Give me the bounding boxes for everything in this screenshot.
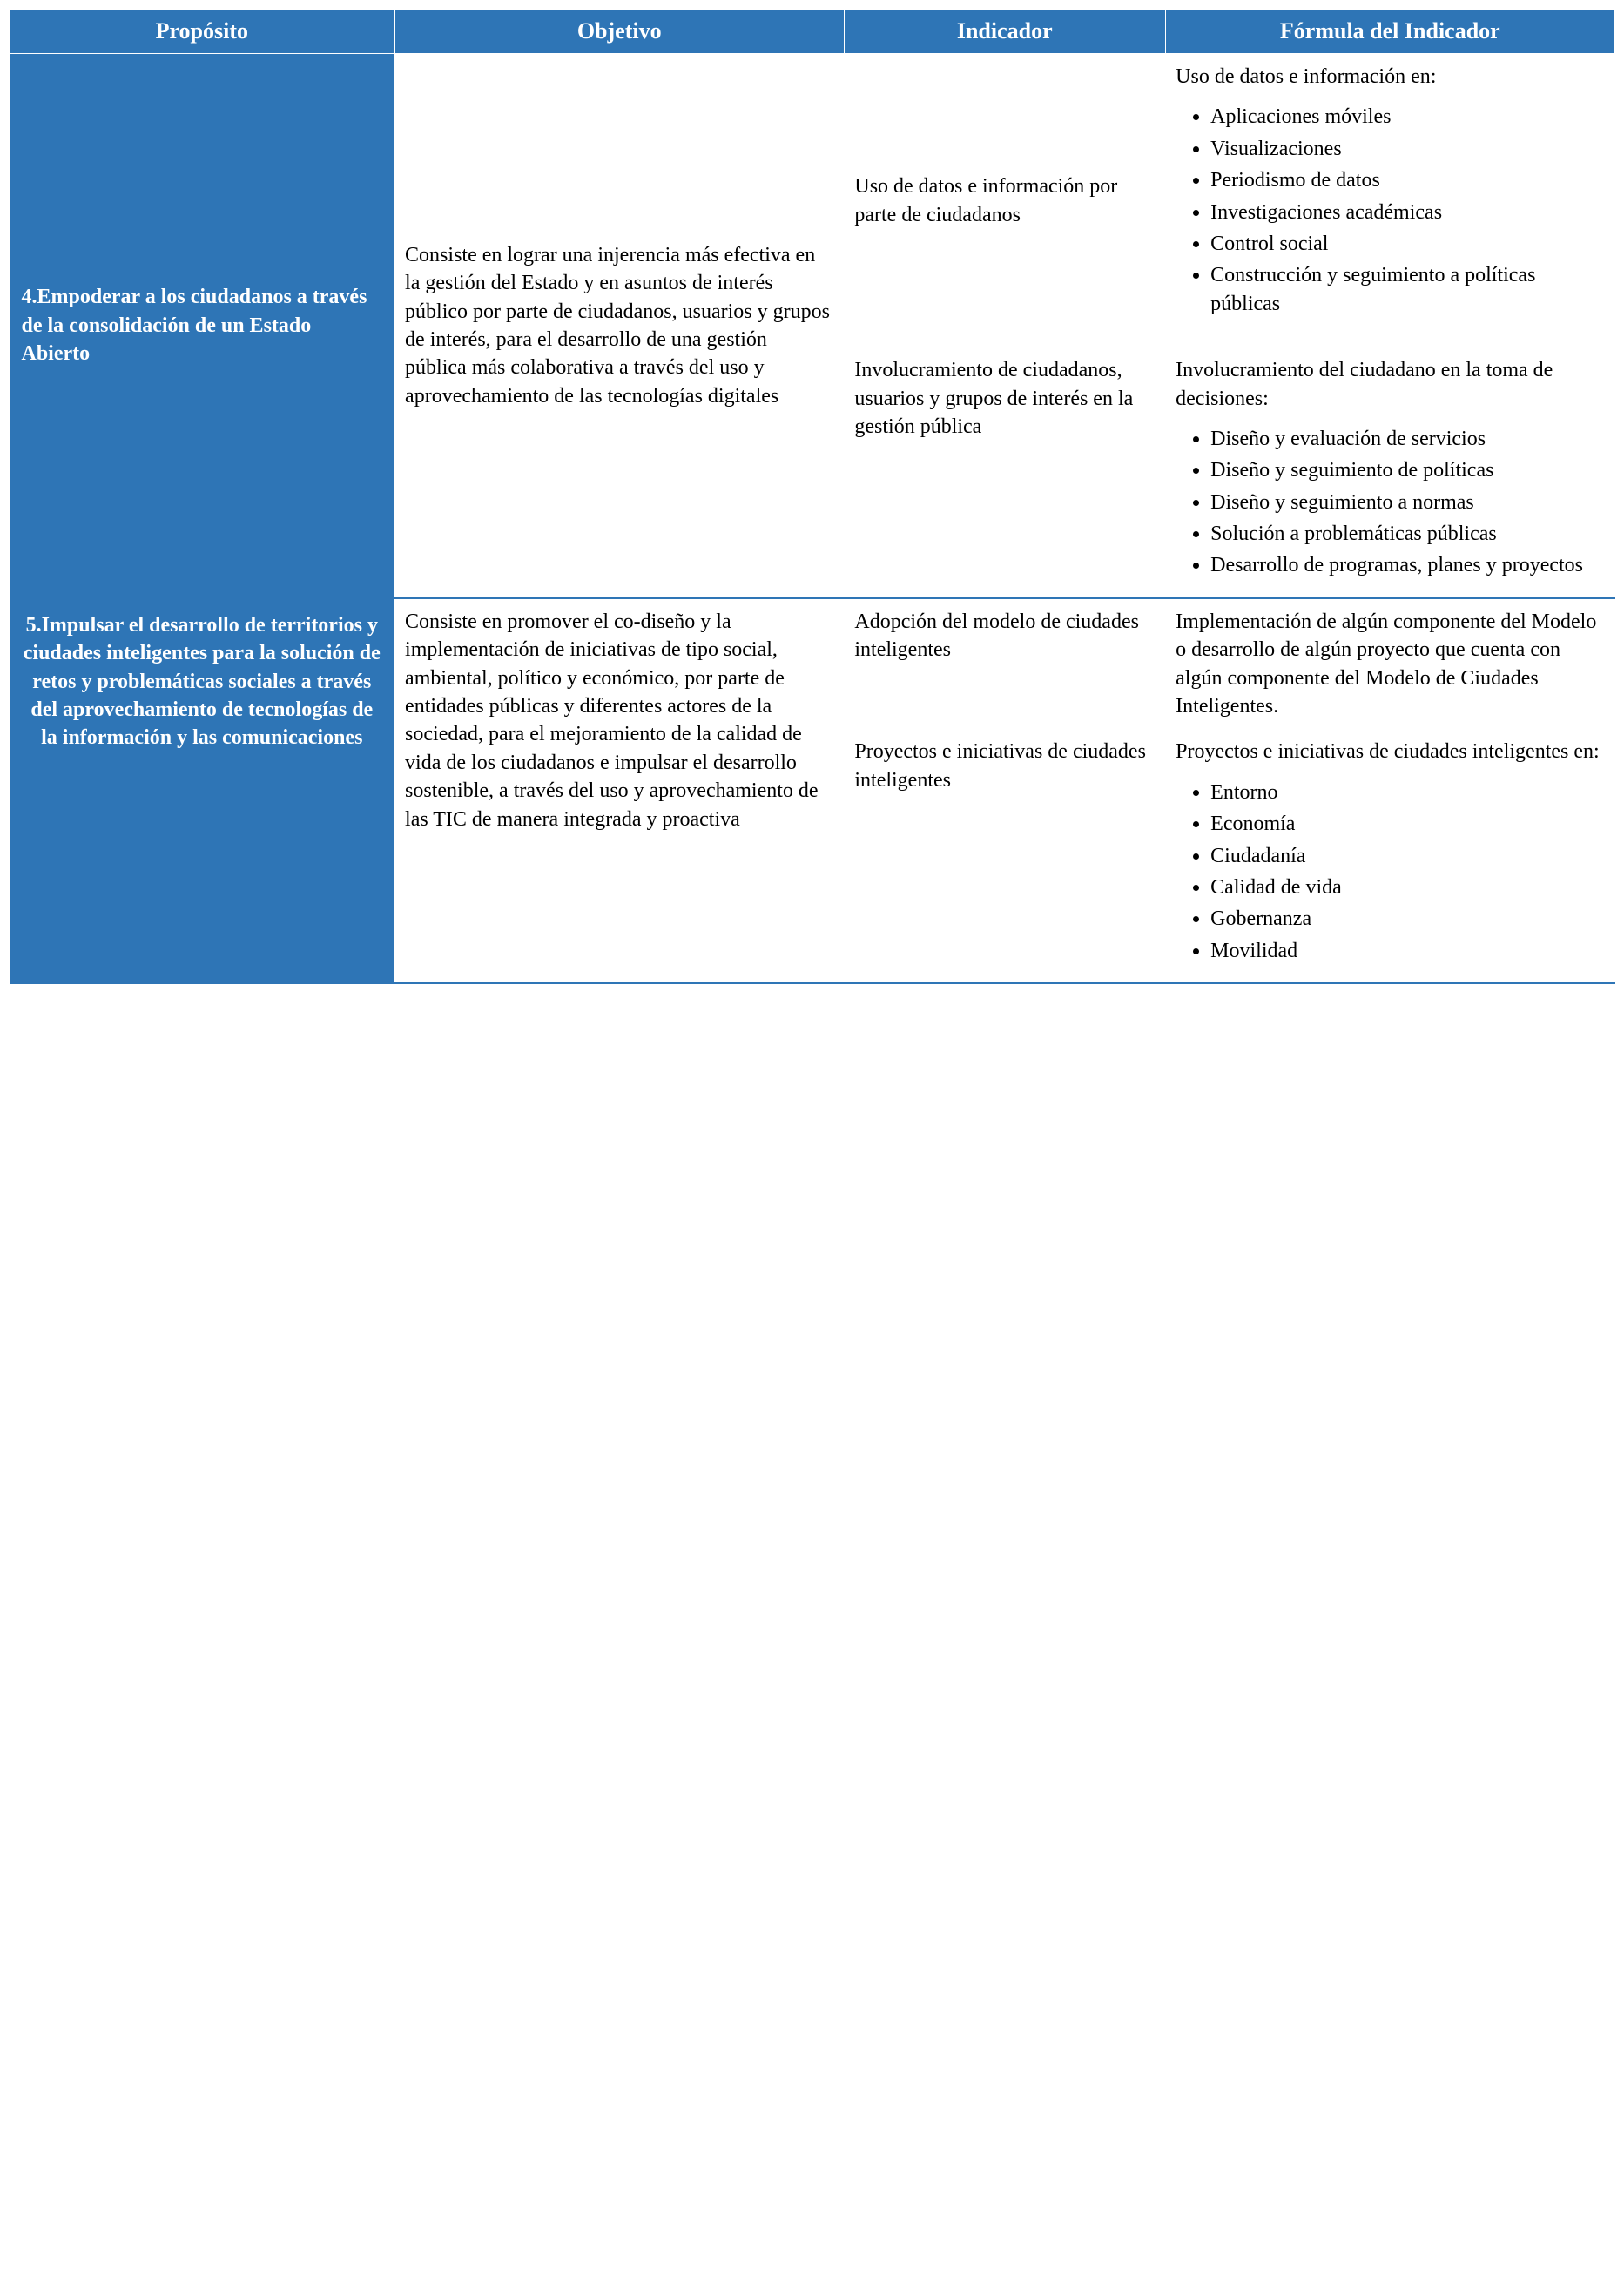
- formula-intro-4a: Uso de datos e información en:: [1176, 63, 1604, 91]
- list-item: Aplicaciones móviles: [1210, 101, 1604, 132]
- cell-indicador-4a: Uso de datos e información por parte de …: [844, 54, 1165, 348]
- cell-formula-4a: Uso de datos e información en: Aplicacio…: [1165, 54, 1614, 348]
- list-item: Diseño y seguimiento de políticas: [1210, 455, 1604, 486]
- formula-intro-4b: Involucramiento del ciudadano en la toma…: [1176, 356, 1604, 413]
- list-item: Diseño y evaluación de servicios: [1210, 423, 1604, 455]
- list-item: Movilidad: [1210, 935, 1604, 967]
- list-item: Gobernanza: [1210, 903, 1604, 934]
- cell-formula-4b: Involucramiento del ciudadano en la toma…: [1165, 347, 1614, 598]
- table-header-row: Propósito Objetivo Indicador Fórmula del…: [10, 10, 1615, 54]
- cell-formula-5b: Proyectos e iniciativas de ciudades inte…: [1165, 729, 1614, 983]
- list-item: Control social: [1210, 228, 1604, 260]
- formula-list-4b: Diseño y evaluación de servicios Diseño …: [1176, 423, 1604, 582]
- cell-proposito-5: 5.Impulsar el desarrollo de territorios …: [10, 598, 395, 983]
- cell-proposito-4: 4.Empoderar a los ciudadanos a través de…: [10, 54, 395, 598]
- list-item: Ciudadanía: [1210, 840, 1604, 872]
- col-header-formula: Fórmula del Indicador: [1165, 10, 1614, 54]
- list-item: Economía: [1210, 808, 1604, 840]
- formula-text-5a: Implementación de algún componente del M…: [1176, 608, 1604, 721]
- list-item: Desarrollo de programas, planes y proyec…: [1210, 550, 1604, 581]
- cell-indicador-5b: Proyectos e iniciativas de ciudades inte…: [844, 729, 1165, 983]
- formula-list-4a: Aplicaciones móviles Visualizaciones Per…: [1176, 101, 1604, 320]
- list-item: Diseño y seguimiento a normas: [1210, 487, 1604, 518]
- list-item: Investigaciones académicas: [1210, 197, 1604, 228]
- formula-intro-5b: Proyectos e iniciativas de ciudades inte…: [1176, 738, 1604, 765]
- col-header-objetivo: Objetivo: [394, 10, 844, 54]
- indicators-table: Propósito Objetivo Indicador Fórmula del…: [9, 9, 1615, 984]
- cell-objetivo-4: Consiste en lograr una injerencia más ef…: [394, 54, 844, 598]
- list-item: Visualizaciones: [1210, 133, 1604, 165]
- list-item: Entorno: [1210, 777, 1604, 808]
- table-row: 5.Impulsar el desarrollo de territorios …: [10, 598, 1615, 730]
- col-header-proposito: Propósito: [10, 10, 395, 54]
- cell-indicador-5a: Adopción del modelo de ciudades intelige…: [844, 598, 1165, 730]
- list-item: Calidad de vida: [1210, 872, 1604, 903]
- col-header-indicador: Indicador: [844, 10, 1165, 54]
- list-item: Construcción y seguimiento a políticas p…: [1210, 260, 1604, 320]
- list-item: Solución a problemáticas públicas: [1210, 518, 1604, 550]
- cell-objetivo-5: Consiste en promover el co-diseño y la i…: [394, 598, 844, 983]
- list-item: Periodismo de datos: [1210, 165, 1604, 196]
- cell-formula-5a: Implementación de algún componente del M…: [1165, 598, 1614, 730]
- table-row: 4.Empoderar a los ciudadanos a través de…: [10, 54, 1615, 348]
- formula-list-5b: Entorno Economía Ciudadanía Calidad de v…: [1176, 777, 1604, 967]
- cell-indicador-4b: Involucramiento de ciudadanos, usuarios …: [844, 347, 1165, 598]
